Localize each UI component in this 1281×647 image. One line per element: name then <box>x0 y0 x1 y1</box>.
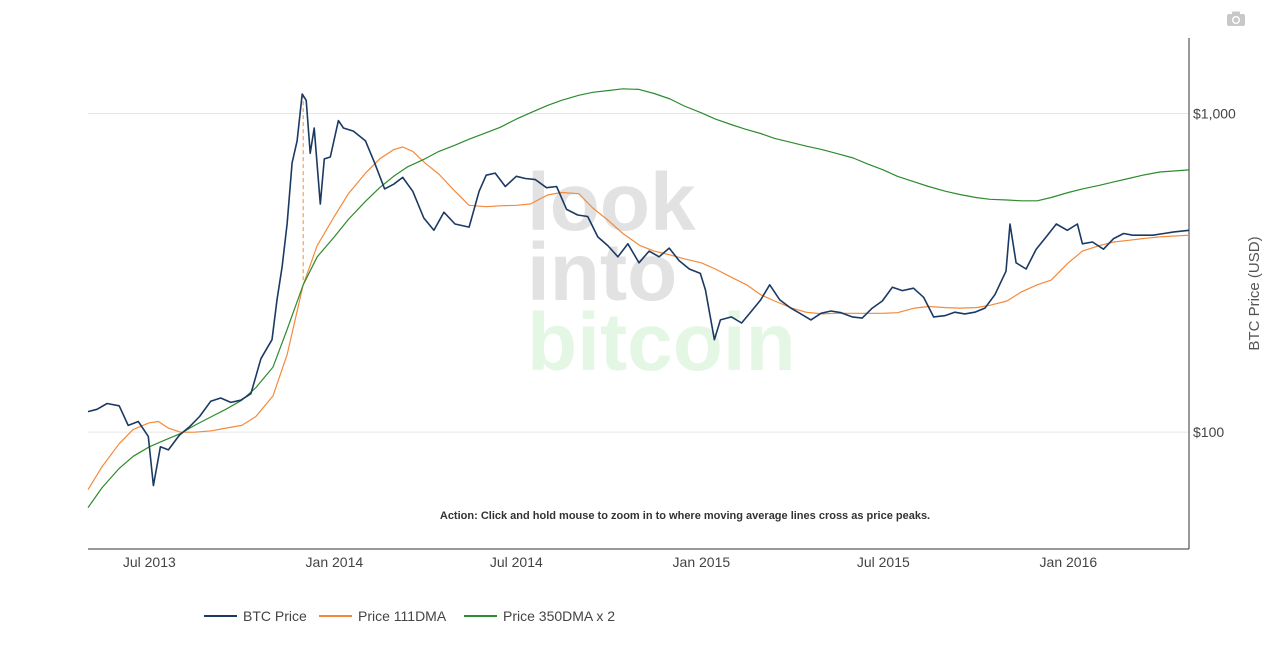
legend-label: Price 350DMA x 2 <box>503 608 615 624</box>
legend-item[interactable]: BTC Price <box>204 608 307 624</box>
legend-label: Price 111DMA <box>358 608 447 624</box>
watermark-look: look <box>527 157 696 248</box>
legend-item[interactable]: Price 350DMA x 2 <box>464 608 615 624</box>
legend-label: BTC Price <box>243 608 307 624</box>
x-tick-label: Jul 2013 <box>123 554 176 570</box>
y-tick-label: $1,000 <box>1193 105 1236 121</box>
legend-item[interactable]: Price 111DMA <box>319 608 447 624</box>
camera-icon[interactable] <box>1226 10 1246 28</box>
x-tick-label: Jan 2014 <box>306 554 364 570</box>
legend[interactable]: BTC Price Price 111DMA Price 350DMA x 2 <box>204 608 615 624</box>
zoom-instruction-annotation: Action: Click and hold mouse to zoom in … <box>440 510 930 522</box>
x-tick-label: Jul 2015 <box>857 554 910 570</box>
y-axis-ticks: $100 $1,000 <box>1193 105 1236 440</box>
watermark-bitcoin: bitcoin <box>527 297 796 388</box>
x-tick-label: Jan 2016 <box>1040 554 1098 570</box>
y-tick-label: $100 <box>1193 424 1224 440</box>
axes <box>88 38 1190 550</box>
x-axis-ticks: Jul 2013 Jan 2014 Jul 2014 Jan 2015 Jul 2015… <box>123 554 1097 570</box>
series-lines[interactable] <box>87 88 1190 508</box>
series-line-price-350dma-x-2[interactable] <box>87 88 1190 508</box>
watermark-into: into <box>527 227 677 318</box>
gridlines <box>88 112 1189 433</box>
y-axis-title: BTC Price (USD) <box>1246 236 1263 350</box>
x-tick-label: Jan 2015 <box>673 554 731 570</box>
x-tick-label: Jul 2014 <box>490 554 543 570</box>
series-line-btc-price[interactable] <box>87 93 1190 487</box>
watermark: look into bitcoin <box>527 157 796 388</box>
